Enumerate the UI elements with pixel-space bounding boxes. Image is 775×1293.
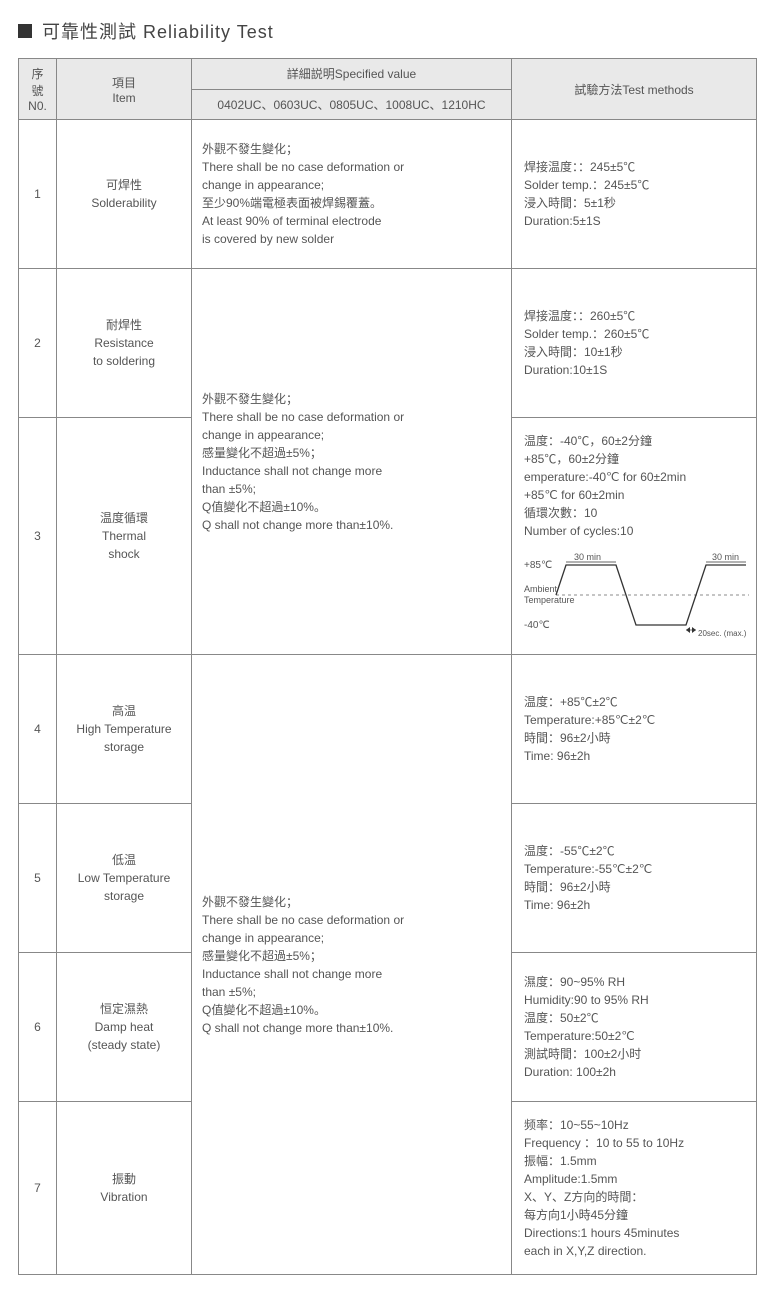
row-item: 振動 Vibration xyxy=(57,1102,192,1275)
row-method-text: 温度：-40℃，60±2分鐘 +85℃，60±2分鐘 emperature:-4… xyxy=(524,432,744,540)
header-spec-top: 詳細説明Specified value xyxy=(192,59,512,90)
row-no: 1 xyxy=(19,120,57,269)
thermal-cycle-diagram: +85℃ Ambient Temperature -40℃ 30 min 30 … xyxy=(524,550,744,640)
diagram-top-label: +85℃ xyxy=(524,560,552,571)
header-no: 序號 N0. xyxy=(19,59,57,120)
row-item: 耐焊性 Resistance to soldering xyxy=(57,269,192,418)
diagram-mid-label-2: Temperature xyxy=(524,595,575,605)
row-method: 温度：+85℃±2℃ Temperature:+85℃±2℃ 時間：96±2小時… xyxy=(512,655,757,804)
row-method: 焊接温度：：245±5℃ Solder temp.：245±5℃ 浸入時間：5±… xyxy=(512,120,757,269)
row-item: 可焊性 Solderability xyxy=(57,120,192,269)
row-no: 3 xyxy=(19,418,57,655)
row-no: 7 xyxy=(19,1102,57,1275)
table-row: 1 可焊性 Solderability 外觀不發生變化； There shall… xyxy=(19,120,757,269)
diagram-time-top-2: 30 min xyxy=(712,552,739,562)
row-spec-merged: 外觀不發生變化； There shall be no case deformat… xyxy=(192,655,512,1275)
reliability-table: 序號 N0. 項目 Item 詳細説明Specified value 試驗方法T… xyxy=(18,58,757,1275)
page-title-row: 可靠性測試 Reliability Test xyxy=(18,18,757,44)
row-method: 焊接温度：：260±5℃ Solder temp.：260±5℃ 浸入時間：10… xyxy=(512,269,757,418)
row-no: 4 xyxy=(19,655,57,804)
row-method: 频率：10~55~10Hz Frequency ：10 to 55 to 10H… xyxy=(512,1102,757,1275)
header-item: 項目 Item xyxy=(57,59,192,120)
title-square-icon xyxy=(18,24,32,38)
row-item: 温度循環 Thermal shock xyxy=(57,418,192,655)
thermal-cycle-svg: +85℃ Ambient Temperature -40℃ 30 min 30 … xyxy=(524,550,749,640)
row-no: 5 xyxy=(19,804,57,953)
row-no: 2 xyxy=(19,269,57,418)
row-method: 温度：-40℃，60±2分鐘 +85℃，60±2分鐘 emperature:-4… xyxy=(512,418,757,655)
header-spec-sub: 0402UC、0603UC、0805UC、1008UC、1210HC xyxy=(192,89,512,120)
table-row: 4 高温 High Temperature storage 外觀不發生變化； T… xyxy=(19,655,757,804)
row-spec: 外觀不發生變化； There shall be no case deformat… xyxy=(192,120,512,269)
diagram-mid-label-1: Ambient xyxy=(524,584,558,594)
page-title: 可靠性測試 Reliability Test xyxy=(42,18,274,44)
diagram-time-bottom: 20sec. (max.) xyxy=(698,629,747,638)
row-spec-merged: 外觀不發生變化； There shall be no case deformat… xyxy=(192,269,512,655)
row-method: 濕度：90~95% RH Humidity:90 to 95% RH 温度：50… xyxy=(512,953,757,1102)
row-item: 高温 High Temperature storage xyxy=(57,655,192,804)
row-item: 恒定濕熱 Damp heat (steady state) xyxy=(57,953,192,1102)
diagram-bottom-label: -40℃ xyxy=(524,620,550,631)
row-no: 6 xyxy=(19,953,57,1102)
diagram-time-top-1: 30 min xyxy=(574,552,601,562)
row-item: 低温 Low Temperature storage xyxy=(57,804,192,953)
header-methods: 試驗方法Test methods xyxy=(512,59,757,120)
row-method: 温度：-55℃±2℃ Temperature:-55℃±2℃ 時間：96±2小時… xyxy=(512,804,757,953)
table-row: 2 耐焊性 Resistance to soldering 外觀不發生變化； T… xyxy=(19,269,757,418)
